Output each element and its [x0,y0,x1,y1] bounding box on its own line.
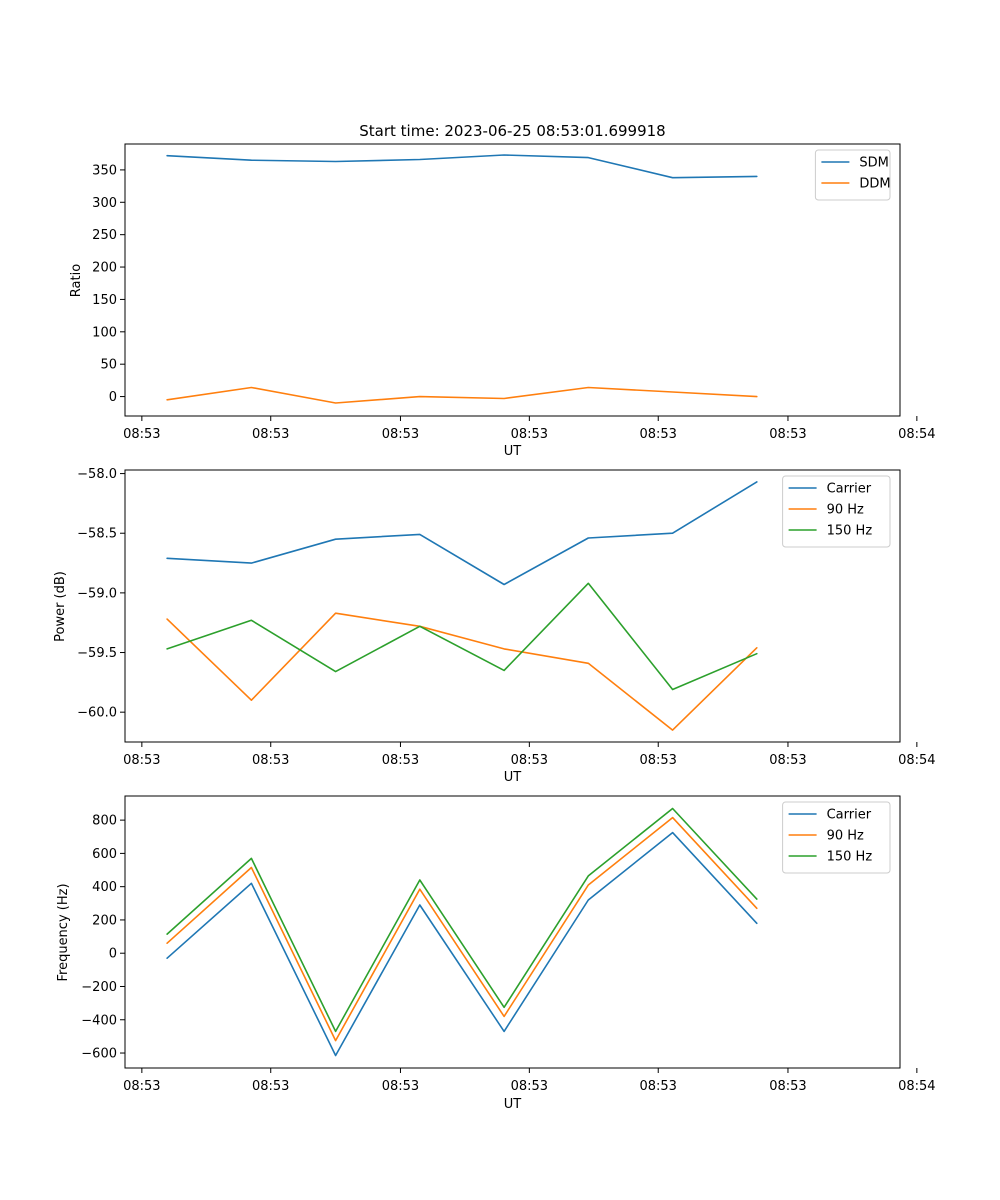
series-line-90-hz [166,612,758,731]
x-tick-label: 08:53 [252,1079,289,1094]
x-tick-label: 08:53 [382,753,419,768]
x-tick-label: 08:53 [511,1079,548,1094]
x-tick-label: 08:53 [769,427,806,442]
power-panel: Power (dB) UT −60.0 −59.5 −59.0 −58.5 −58.0 0… [53,467,936,785]
y-tick-label: 50 [100,358,117,373]
y-tick-label: 400 [92,880,117,895]
x-tick-label: 08:53 [769,753,806,768]
legend: Carrier 90 Hz 150 Hz [782,475,891,548]
series-line-150-hz [166,582,758,691]
x-tick-label: 08:53 [511,427,548,442]
series-line-carrier [166,831,758,1057]
x-tick-label: 08:54 [898,753,935,768]
series-line-150-hz [166,807,758,1033]
x-tick-label: 08:53 [639,753,676,768]
series-line-carrier [166,481,758,586]
y-axis-label: Ratio [69,264,84,297]
x-tick-label: 08:53 [382,1079,419,1094]
x-tick-label: 08:53 [252,427,289,442]
y-tick-label: 0 [109,390,117,405]
x-tick-label: 08:54 [898,1079,935,1094]
x-tick-label: 08:53 [123,427,160,442]
x-tick-label: 08:54 [898,427,935,442]
y-tick-label: 200 [92,261,117,276]
x-tick-label: 08:53 [639,427,676,442]
y-tick-label: −400 [81,1013,117,1028]
y-tick-label: 150 [92,293,117,308]
series-line-ddm [166,386,758,404]
series-line-90-hz [166,816,758,1042]
chart-title: Start time: 2023-06-25 08:53:01.699918 [359,122,665,140]
legend-entry: Carrier [827,808,872,823]
y-tick-label: 200 [92,913,117,928]
x-tick-label: 08:53 [123,1079,160,1094]
plot-frame [124,469,901,743]
ratio-panel: Start time: 2023-06-25 08:53:01.699918 R… [69,122,936,459]
y-tick-label: −59.0 [77,586,117,601]
legend-entry: 90 Hz [827,503,864,518]
y-tick-label: −200 [81,980,117,995]
y-axis-label: Frequency (Hz) [56,883,71,981]
y-tick-label: −58.0 [77,467,117,482]
y-tick-label: 0 [109,947,117,962]
y-tick-label: 100 [92,325,117,340]
x-tick-label: 08:53 [123,753,160,768]
y-axis-label: Power (dB) [53,571,68,642]
legend-entry: 150 Hz [827,850,873,865]
y-tick-label: 800 [92,814,117,829]
x-tick-label: 08:53 [252,753,289,768]
legend: Carrier 90 Hz 150 Hz [782,801,891,874]
x-tick-label: 08:53 [511,753,548,768]
x-tick-label: 08:53 [769,1079,806,1094]
y-tick-label: 250 [92,228,117,243]
x-tick-label: 08:53 [639,1079,676,1094]
frequency-panel: Frequency (Hz) UT −600 −400 −200 0 200 400 600… [56,795,936,1112]
y-tick-label: −60.0 [77,706,117,721]
legend-entry: Carrier [827,482,872,497]
y-tick-label: 600 [92,847,117,862]
y-tick-label: 300 [92,196,117,211]
y-tick-label: −58.5 [77,527,117,542]
x-axis-label: UT [504,444,522,459]
legend-entry: DDM [859,177,890,192]
x-axis-label: UT [504,770,522,785]
plot-frame [124,143,901,417]
x-tick-label: 08:53 [382,427,419,442]
legend-entry: 90 Hz [827,829,864,844]
legend-entry: SDM [859,156,888,171]
x-axis-label: UT [504,1097,522,1112]
y-tick-label: −59.5 [77,646,117,661]
plot-frame [124,795,901,1069]
legend: SDM DDM [814,149,891,201]
y-tick-label: 350 [92,163,117,178]
series-line-sdm [166,154,758,179]
legend-entry: 150 Hz [827,524,873,539]
y-tick-label: −600 [81,1047,117,1062]
